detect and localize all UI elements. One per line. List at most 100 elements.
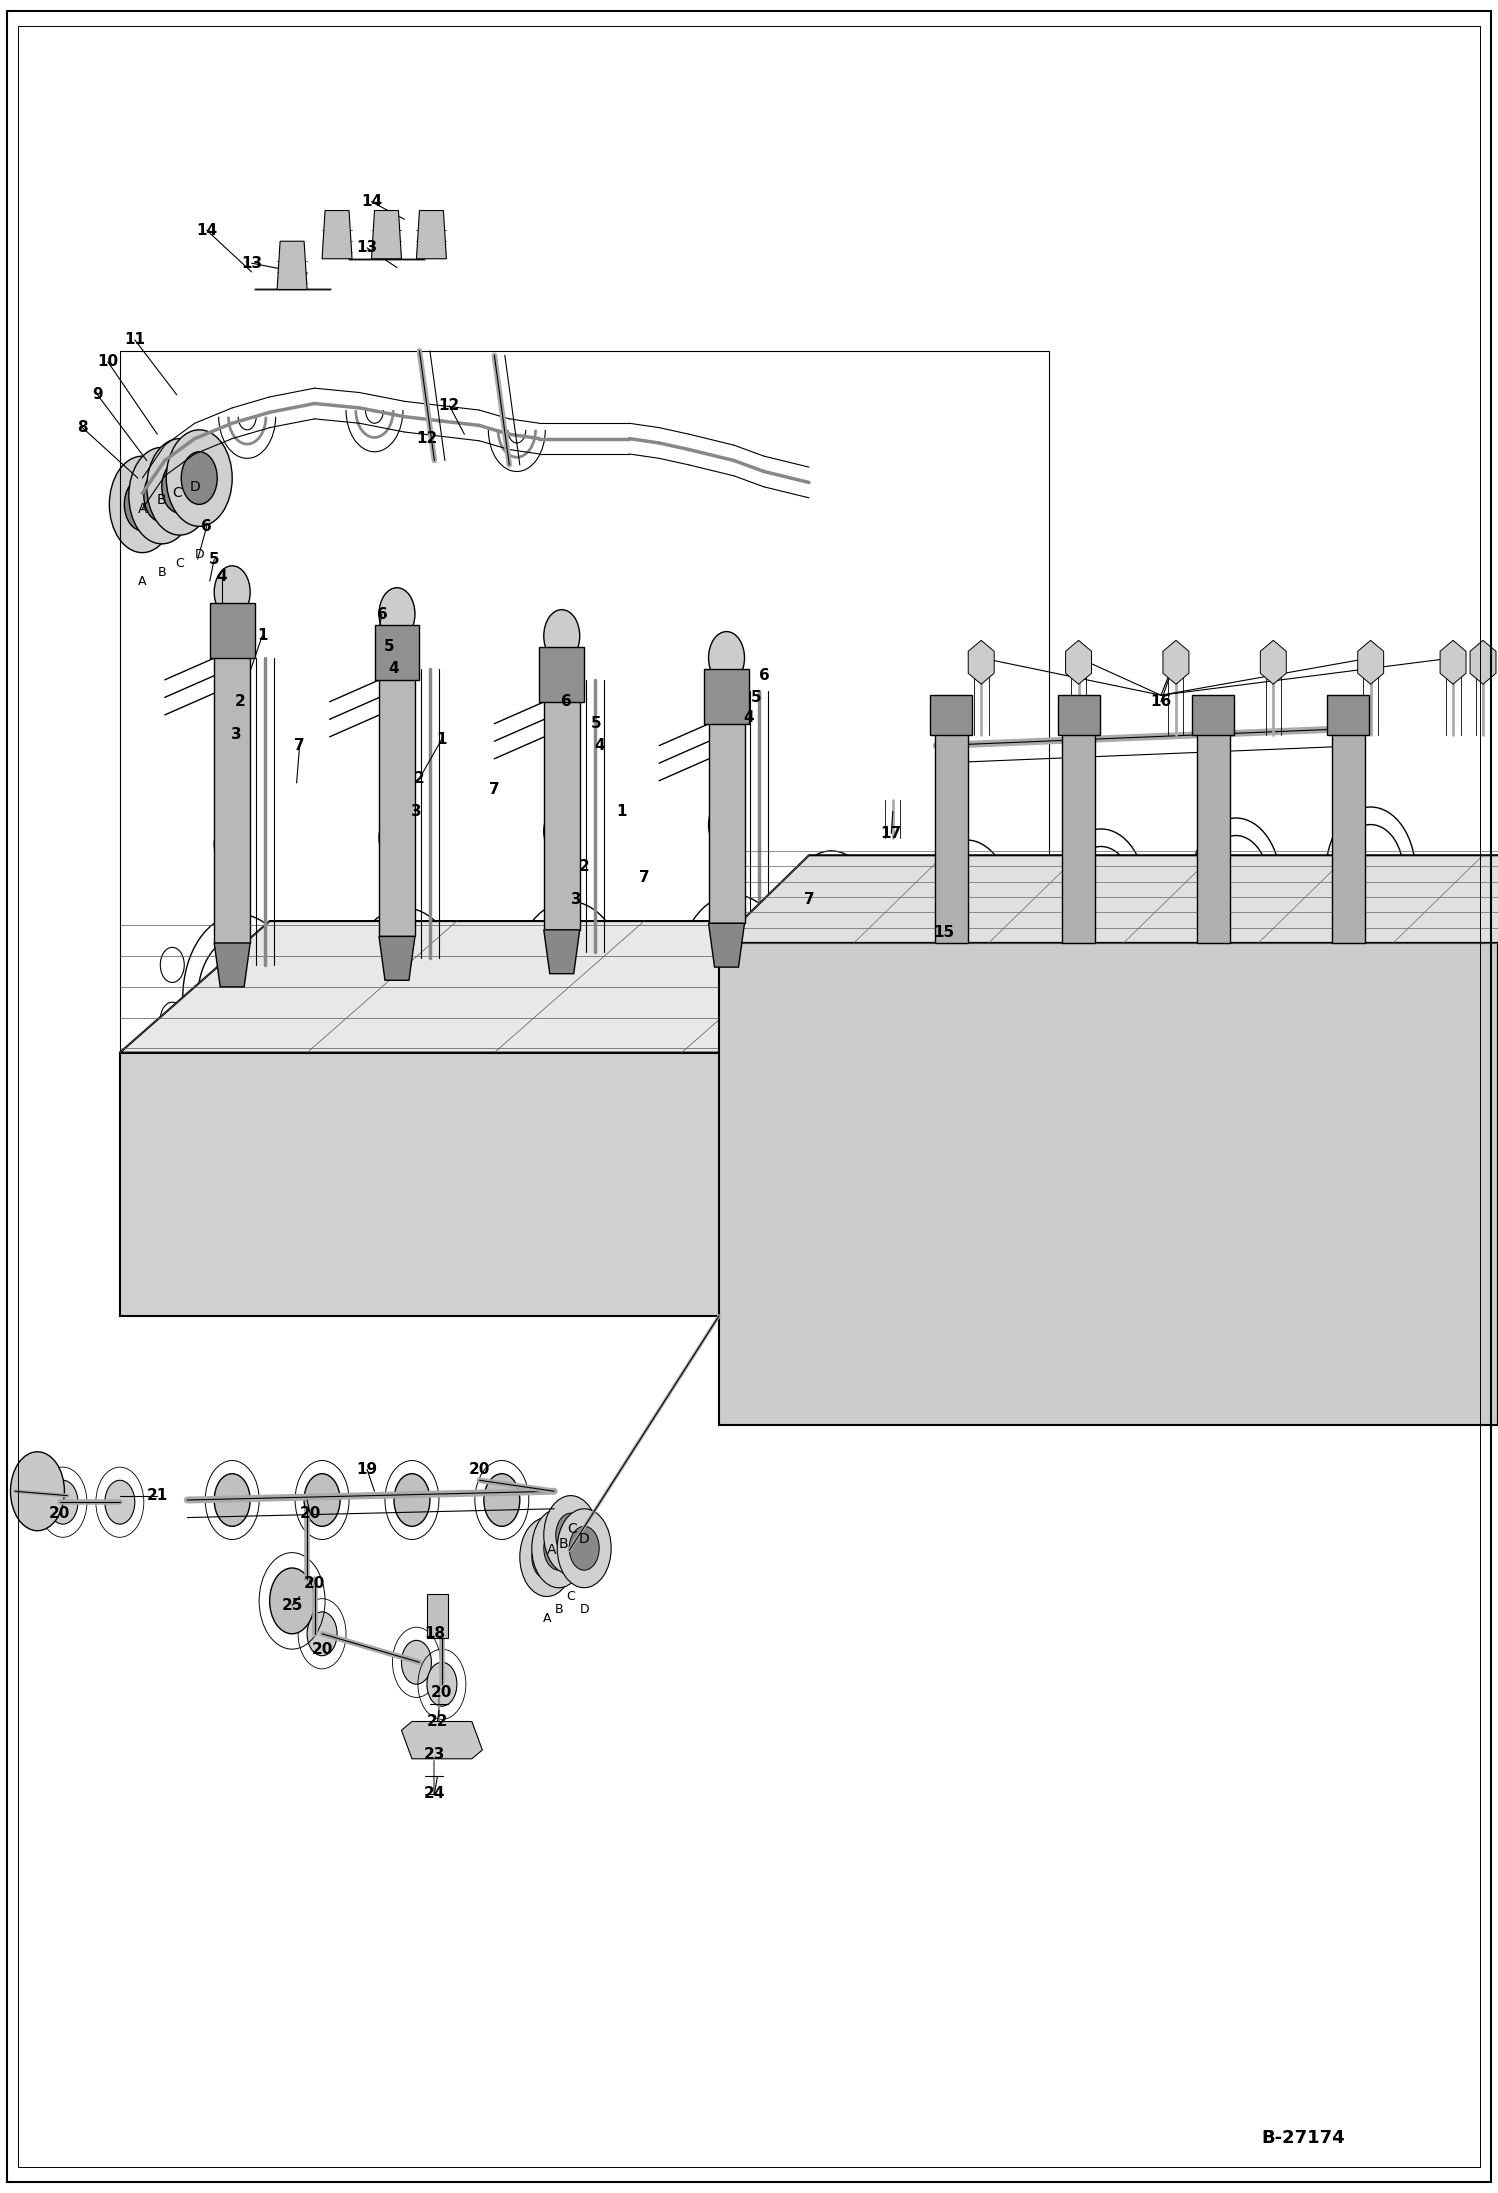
Bar [214,614,250,943]
Polygon shape [869,921,1019,1316]
Bar [379,636,415,936]
Circle shape [1224,866,1248,901]
Text: 1: 1 [616,805,628,818]
Text: 5: 5 [208,553,220,566]
Bar [935,724,968,943]
Circle shape [532,1535,562,1579]
Text: 12: 12 [416,432,437,445]
Text: 6: 6 [201,520,213,533]
Text: 2: 2 [578,860,590,873]
Circle shape [557,1509,611,1588]
Text: A: A [138,502,147,515]
Text: C: C [566,1590,575,1603]
Text: 20: 20 [49,1507,70,1520]
Text: D: D [195,548,204,561]
Circle shape [394,1474,430,1526]
Bar [374,625,419,680]
Circle shape [427,1662,457,1706]
Text: 7: 7 [803,893,815,906]
Polygon shape [719,855,1498,943]
Circle shape [162,461,198,513]
Circle shape [484,1474,520,1526]
Text: 7: 7 [638,871,650,884]
Circle shape [532,1509,586,1588]
Text: B: B [554,1603,563,1616]
Circle shape [10,1452,64,1531]
Text: D: D [578,1533,590,1546]
Circle shape [544,1496,598,1575]
Text: 1: 1 [256,629,268,643]
Text: 7: 7 [294,739,306,752]
Polygon shape [379,936,415,980]
Text: 14: 14 [196,224,217,237]
Text: 21: 21 [147,1489,168,1502]
Text: C: C [175,557,184,570]
Polygon shape [709,923,745,967]
Text: 8: 8 [76,421,88,434]
Text: B-27174: B-27174 [1261,2129,1345,2147]
Bar [544,658,580,930]
Circle shape [389,969,419,1013]
Text: 19: 19 [357,1463,377,1476]
Bar [1058,695,1100,735]
Circle shape [147,439,213,535]
Text: 2: 2 [413,772,425,785]
Polygon shape [120,1053,869,1316]
Text: 4: 4 [593,739,605,752]
Text: 4: 4 [743,711,755,724]
Bar [709,680,745,923]
Circle shape [166,430,232,526]
Polygon shape [372,211,401,259]
Text: 17: 17 [881,827,902,840]
Circle shape [709,632,745,684]
Text: 5: 5 [590,717,602,730]
Circle shape [129,447,195,544]
Bar [1197,724,1230,943]
Circle shape [1359,855,1383,890]
Circle shape [307,1612,337,1656]
Bar [1062,724,1095,943]
Circle shape [379,588,415,640]
Text: 14: 14 [361,195,382,208]
Text: 20: 20 [304,1577,325,1590]
Text: 20: 20 [300,1507,321,1520]
Text: B: B [559,1537,568,1550]
Text: 24: 24 [424,1787,445,1800]
Circle shape [48,1480,78,1524]
Circle shape [181,452,217,504]
Bar [210,603,255,658]
Text: 20: 20 [312,1643,333,1656]
Bar [1327,695,1369,735]
Circle shape [105,1480,135,1524]
Text: 13: 13 [241,257,262,270]
Text: 6: 6 [376,607,388,621]
Text: 1: 1 [436,732,448,746]
Circle shape [214,1474,250,1526]
Circle shape [214,566,250,618]
Bar [704,669,749,724]
Bar [1332,724,1365,943]
Text: 3: 3 [571,893,583,906]
Text: 9: 9 [91,388,103,401]
Text: 5: 5 [750,691,762,704]
Text: B: B [157,493,166,507]
Bar [539,647,584,702]
Text: 12: 12 [439,399,460,412]
Text: 23: 23 [424,1748,445,1761]
Circle shape [401,1640,431,1684]
Text: 2: 2 [234,695,246,708]
Text: B: B [157,566,166,579]
Circle shape [954,888,978,923]
Text: 4: 4 [216,570,228,583]
Polygon shape [401,1722,482,1759]
Polygon shape [120,921,1019,1053]
Text: D: D [580,1603,589,1616]
Text: 7: 7 [488,783,500,796]
Polygon shape [544,930,580,974]
Text: 22: 22 [427,1715,448,1728]
Text: 5: 5 [383,640,395,654]
Text: 18: 18 [424,1627,445,1640]
Bar [930,695,972,735]
Text: 6: 6 [560,695,572,708]
Text: 25: 25 [282,1599,303,1612]
